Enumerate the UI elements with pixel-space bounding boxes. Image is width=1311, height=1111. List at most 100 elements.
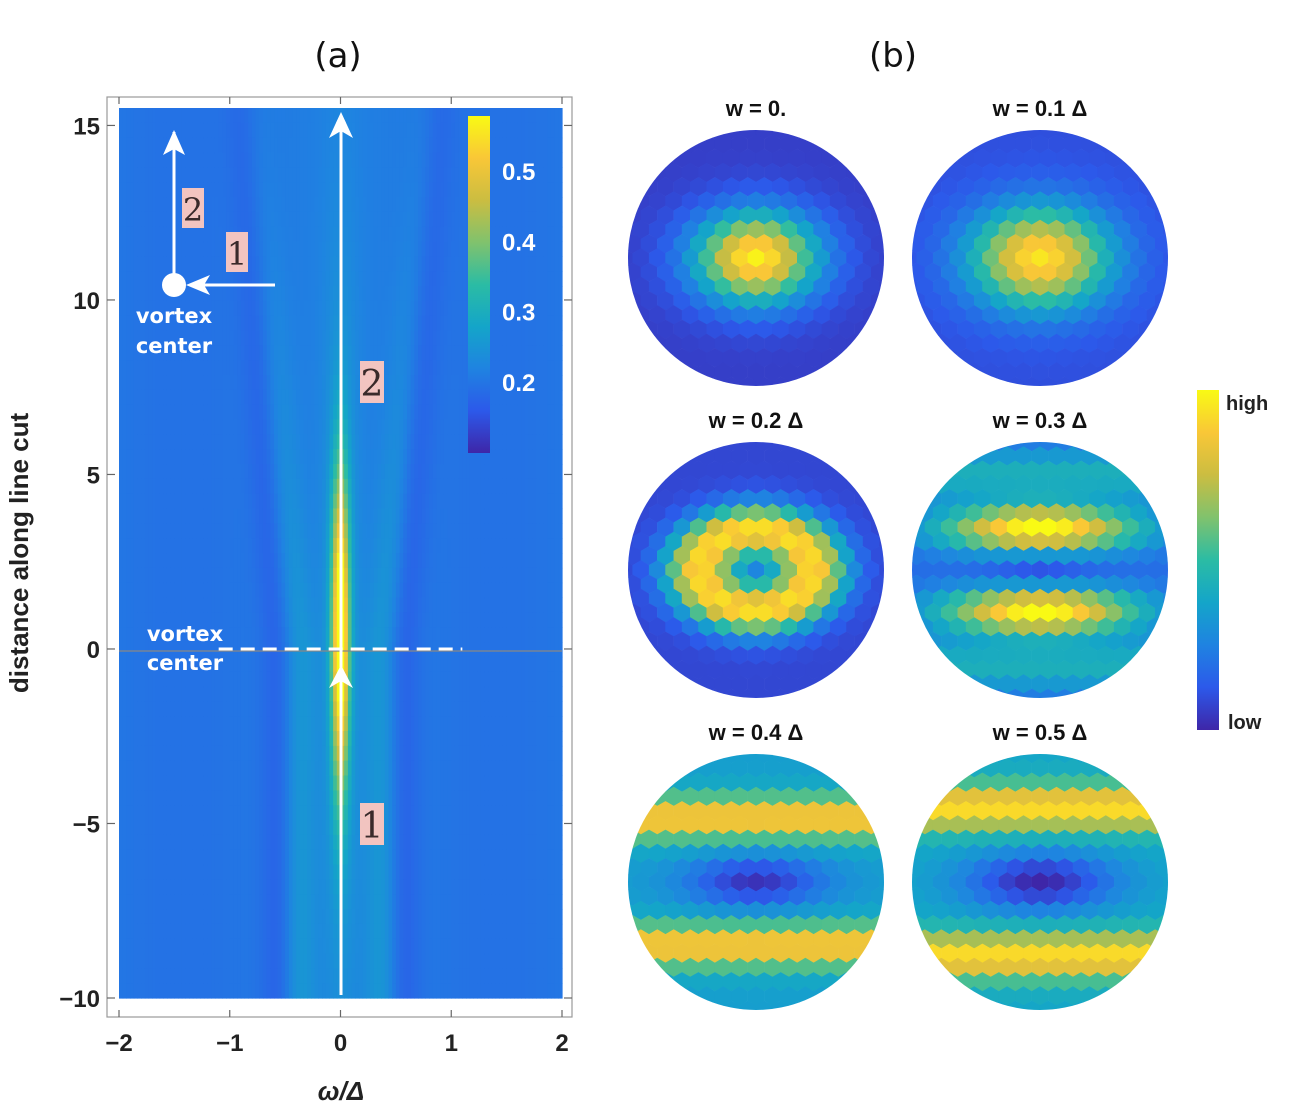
heatmap-a-cell bbox=[233, 508, 238, 524]
heatmap-a-cell bbox=[189, 790, 194, 806]
heatmap-a-cell bbox=[163, 953, 168, 969]
heatmap-a-cell bbox=[344, 360, 349, 376]
heatmap-a-cell bbox=[148, 523, 153, 539]
heatmap-a-cell bbox=[281, 271, 286, 287]
heatmap-a-cell bbox=[277, 241, 283, 257]
heatmap-a-cell bbox=[137, 508, 142, 524]
heatmap-a-cell bbox=[325, 953, 331, 969]
heatmap-a-cell bbox=[395, 805, 401, 821]
heatmap-a-cell bbox=[214, 493, 220, 510]
heatmap-a-cell bbox=[414, 983, 419, 999]
heatmap-a-cell bbox=[141, 508, 146, 524]
heatmap-a-cell bbox=[170, 419, 175, 435]
heatmap-a-cell bbox=[152, 923, 157, 940]
heatmap-a-cell bbox=[414, 315, 419, 332]
heatmap-a-cell bbox=[141, 271, 146, 287]
heatmap-a-cell bbox=[414, 108, 419, 124]
heatmap-a-cell bbox=[218, 864, 223, 880]
heatmap-a-cell bbox=[303, 775, 308, 791]
heatmap-a-cell bbox=[281, 790, 286, 806]
heatmap-a-cell bbox=[410, 790, 415, 806]
heatmap-a-cell bbox=[148, 389, 153, 406]
heatmap-a-cell bbox=[192, 820, 198, 836]
heatmap-a-cell bbox=[262, 849, 268, 866]
heatmap-a-cell bbox=[166, 656, 172, 673]
heatmap-a-cell bbox=[148, 567, 153, 584]
heatmap-a-cell bbox=[200, 567, 205, 584]
heatmap-a-cell bbox=[370, 642, 375, 658]
heatmap-a-cell bbox=[307, 211, 312, 228]
heatmap-a-cell bbox=[395, 849, 401, 866]
heatmap-a-cell bbox=[185, 434, 190, 450]
heatmap-a-cell bbox=[133, 360, 139, 376]
heatmap-a-cell bbox=[159, 820, 164, 836]
heatmap-a-cell bbox=[370, 122, 375, 139]
heatmap-a-cell bbox=[418, 137, 423, 154]
heatmap-a-cell bbox=[384, 464, 390, 480]
heatmap-a-cell bbox=[307, 404, 312, 421]
heatmap-a-cell bbox=[196, 315, 201, 332]
heatmap-a-cell bbox=[318, 731, 323, 747]
heatmap-a-cell bbox=[399, 211, 404, 228]
heatmap-a-cell bbox=[325, 790, 331, 806]
heatmap-a-cell bbox=[152, 523, 157, 539]
heatmap-a-cell bbox=[381, 345, 386, 361]
heatmap-a-cell bbox=[314, 389, 319, 406]
heatmap-a-cell bbox=[403, 345, 408, 361]
heatmap-a-cell bbox=[373, 256, 379, 272]
heatmap-a-cell bbox=[388, 627, 393, 643]
heatmap-a-cell bbox=[159, 553, 164, 569]
heatmap-a-cell bbox=[192, 375, 198, 391]
heatmap-a-cell bbox=[233, 582, 238, 599]
heatmap-a-cell bbox=[329, 286, 334, 302]
heatmap-a-cell bbox=[226, 122, 231, 139]
heatmap-a-cell bbox=[181, 315, 187, 332]
heatmap-a-cell bbox=[262, 167, 268, 183]
heatmap-a-cell bbox=[347, 656, 353, 673]
heatmap-a-cell bbox=[251, 582, 257, 599]
heatmap-a-cell bbox=[119, 790, 124, 806]
heatmap-a-cell bbox=[178, 983, 183, 999]
heatmap-a-cell bbox=[366, 478, 371, 495]
heatmap-a-cell bbox=[285, 345, 290, 361]
heatmap-a-cell bbox=[237, 642, 242, 658]
heatmap-a-cell bbox=[207, 790, 212, 806]
heatmap-a-cell bbox=[226, 553, 231, 569]
heatmap-a-cell bbox=[410, 923, 415, 940]
heatmap-a-cell bbox=[285, 612, 290, 628]
heatmap-a-cell bbox=[274, 923, 279, 940]
heatmap-a-cell bbox=[299, 775, 305, 791]
heatmap-a-cell bbox=[133, 745, 139, 762]
heatmap-a-cell bbox=[240, 464, 246, 480]
heatmap-a-cell bbox=[155, 627, 161, 643]
heatmap-a-cell bbox=[296, 553, 301, 569]
heatmap-a-cell bbox=[392, 612, 397, 628]
heatmap-a-cell bbox=[333, 211, 338, 228]
heatmap-a-cell bbox=[303, 256, 308, 272]
heatmap-a-cell bbox=[340, 152, 345, 168]
heatmap-a-cell bbox=[211, 137, 216, 154]
heatmap-a-cell bbox=[200, 434, 205, 450]
heatmap-a-cell bbox=[163, 790, 168, 806]
heatmap-a-cell bbox=[203, 197, 209, 213]
heatmap-a-cell bbox=[344, 968, 349, 984]
heatmap-a-cell bbox=[155, 686, 161, 702]
heatmap-a-cell bbox=[310, 820, 316, 836]
heatmap-a-cell bbox=[329, 567, 334, 584]
heatmap-a-cell bbox=[336, 137, 342, 154]
heatmap-a-cell bbox=[274, 271, 279, 287]
heatmap-a-cell bbox=[399, 983, 404, 999]
heatmap-a-cell bbox=[292, 300, 297, 317]
heatmap-a-cell bbox=[130, 345, 135, 361]
heatmap-a-cell bbox=[288, 805, 294, 821]
heatmap-a-cell bbox=[137, 775, 142, 791]
heatmap-a-cell bbox=[259, 256, 264, 272]
heatmap-a-cell bbox=[262, 923, 268, 940]
heatmap-a-cell bbox=[189, 612, 194, 628]
heatmap-a-cell bbox=[355, 478, 360, 495]
heatmap-a-cell bbox=[130, 760, 135, 777]
heatmap-a-cell bbox=[281, 493, 286, 510]
heatmap-a-cell bbox=[259, 360, 264, 376]
heatmap-a-cell bbox=[141, 211, 146, 228]
heatmap-a-cell bbox=[307, 775, 312, 791]
